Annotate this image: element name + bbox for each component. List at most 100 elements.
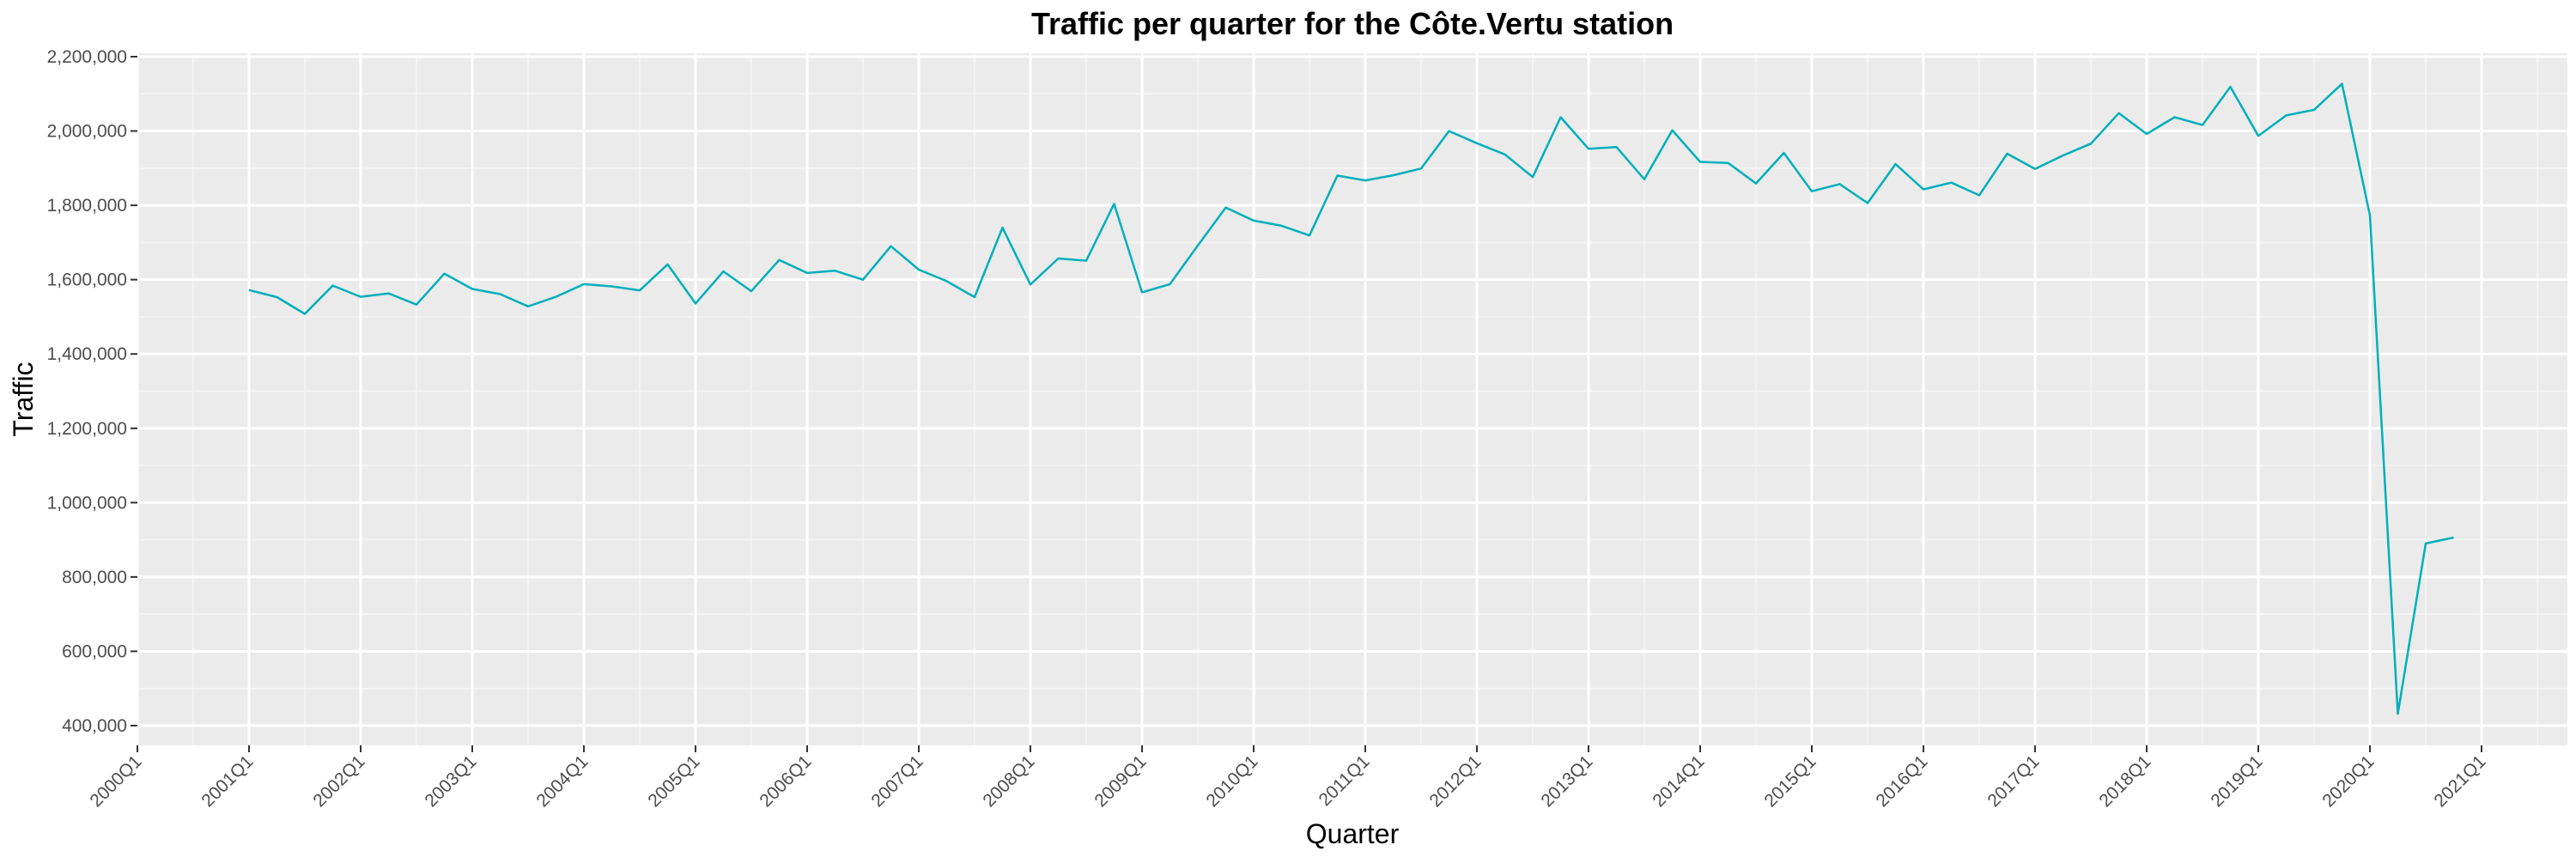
data-point: [1782, 150, 1787, 155]
data-point: [386, 291, 392, 296]
data-point: [637, 288, 642, 293]
data-point: [749, 289, 754, 294]
data-point: [1279, 223, 1285, 228]
data-point: [470, 287, 475, 292]
y-tick-label: 600,000: [62, 641, 127, 661]
data-point: [1753, 181, 1759, 186]
x-tick-label: 2014Q1: [1649, 751, 1708, 811]
y-tick-label: 1,600,000: [47, 270, 127, 290]
data-point: [1893, 161, 1899, 167]
y-axis-title: Traffic: [8, 362, 39, 436]
x-tick-label: 2018Q1: [2095, 751, 2154, 811]
x-tick-label: 2016Q1: [1872, 751, 1931, 811]
data-point: [1921, 187, 1926, 192]
data-point: [414, 302, 419, 307]
data-point: [1838, 181, 1843, 186]
y-tick-label: 400,000: [62, 716, 127, 736]
x-tick-label: 2004Q1: [532, 751, 592, 811]
data-point: [665, 262, 671, 267]
data-point: [2032, 167, 2038, 172]
data-point: [1809, 189, 1814, 194]
x-tick-label: 2001Q1: [197, 751, 257, 811]
data-point: [1865, 201, 1870, 206]
series-layer: [246, 82, 2454, 715]
y-tick-label: 1,400,000: [47, 344, 127, 364]
data-point: [1195, 243, 1200, 248]
data-point: [554, 295, 559, 300]
data-point: [1558, 115, 1564, 120]
data-point: [610, 284, 615, 289]
x-tick-label: 2005Q1: [644, 751, 703, 811]
data-point: [1726, 161, 1731, 166]
data-point: [1000, 225, 1005, 230]
data-point: [1530, 174, 1535, 179]
x-tick-label: 2019Q1: [2207, 751, 2266, 811]
x-tick-label: 2006Q1: [756, 751, 815, 811]
major-gridlines: [136, 53, 2567, 745]
x-axis: 2000Q1 2001Q1 2002Q1 2003Q1 2004Q1 2005Q1 2006…: [86, 745, 2490, 811]
data-point: [693, 301, 698, 306]
data-point: [2284, 112, 2289, 118]
x-axis-title: Quarter: [1306, 818, 1400, 849]
data-point: [1168, 282, 1173, 287]
data-point: [2256, 133, 2261, 138]
series-line: [248, 82, 2454, 715]
data-point: [1642, 177, 1647, 182]
data-point: [1028, 282, 1033, 287]
data-point: [1335, 173, 1340, 179]
data-point: [331, 283, 336, 289]
data-point: [916, 267, 921, 272]
data-point: [246, 288, 252, 293]
data-point: [860, 277, 866, 283]
y-tick-label: 1,800,000: [47, 196, 127, 216]
data-point: [2367, 213, 2372, 218]
data-point: [302, 312, 307, 317]
data-point: [1503, 152, 1508, 157]
data-point: [1363, 178, 1368, 183]
data-point: [498, 292, 503, 297]
data-point: [526, 304, 531, 309]
data-point: [2088, 141, 2093, 146]
y-axis: 400,000 600,000 800,000 1,000,000 1,200,000 1…: [47, 47, 137, 736]
data-point: [1084, 258, 1089, 264]
data-point: [777, 258, 782, 263]
x-tick-label: 2021Q1: [2430, 751, 2489, 811]
minor-gridlines: [137, 53, 2567, 745]
x-tick-label: 2017Q1: [1984, 751, 2043, 811]
data-point: [833, 268, 838, 273]
y-tick-label: 2,200,000: [47, 47, 127, 67]
chart-title: Traffic per quarter for the Côte.Vertu s…: [1031, 6, 1674, 41]
x-tick-label: 2007Q1: [867, 751, 927, 811]
data-point: [2228, 84, 2233, 89]
data-point: [1670, 128, 1675, 133]
x-tick-label: 2003Q1: [421, 751, 480, 811]
data-point: [1307, 233, 1312, 238]
data-point: [889, 244, 894, 249]
y-tick-label: 2,000,000: [47, 122, 127, 142]
x-tick-label: 2000Q1: [86, 751, 145, 811]
data-point: [1056, 256, 1061, 261]
data-point: [2005, 151, 2010, 156]
data-point: [1614, 144, 1619, 149]
data-point: [1224, 205, 1229, 210]
x-tick-label: 2012Q1: [1425, 751, 1485, 811]
data-point: [1698, 160, 1703, 165]
data-point: [1251, 218, 1256, 223]
data-point: [1447, 129, 1452, 134]
data-point: [2312, 107, 2317, 112]
y-tick-label: 1,000,000: [47, 493, 127, 513]
data-point: [945, 278, 950, 283]
x-tick-label: 2002Q1: [309, 751, 368, 811]
x-tick-label: 2015Q1: [1760, 751, 1820, 811]
x-tick-label: 2013Q1: [1537, 751, 1596, 811]
data-point: [1977, 192, 1982, 198]
data-point: [2200, 123, 2205, 128]
data-point: [442, 271, 447, 277]
data-point: [2061, 153, 2066, 158]
data-point: [721, 269, 726, 274]
data-point: [1419, 166, 1424, 171]
data-point: [972, 295, 977, 300]
x-tick-label: 2011Q1: [1315, 751, 1374, 810]
data-point: [1391, 173, 1396, 178]
